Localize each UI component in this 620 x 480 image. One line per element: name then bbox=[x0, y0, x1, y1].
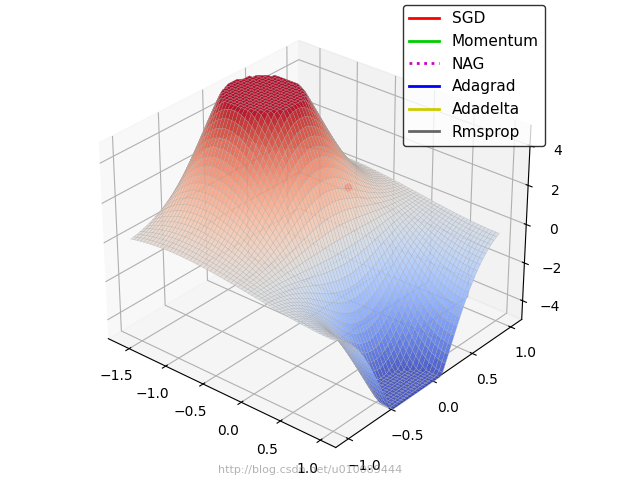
Text: http://blog.csdn.net/u010089444: http://blog.csdn.net/u010089444 bbox=[218, 465, 402, 475]
Legend: SGD, Momentum, NAG, Adagrad, Adadelta, Rmsprop: SGD, Momentum, NAG, Adagrad, Adadelta, R… bbox=[403, 5, 545, 145]
